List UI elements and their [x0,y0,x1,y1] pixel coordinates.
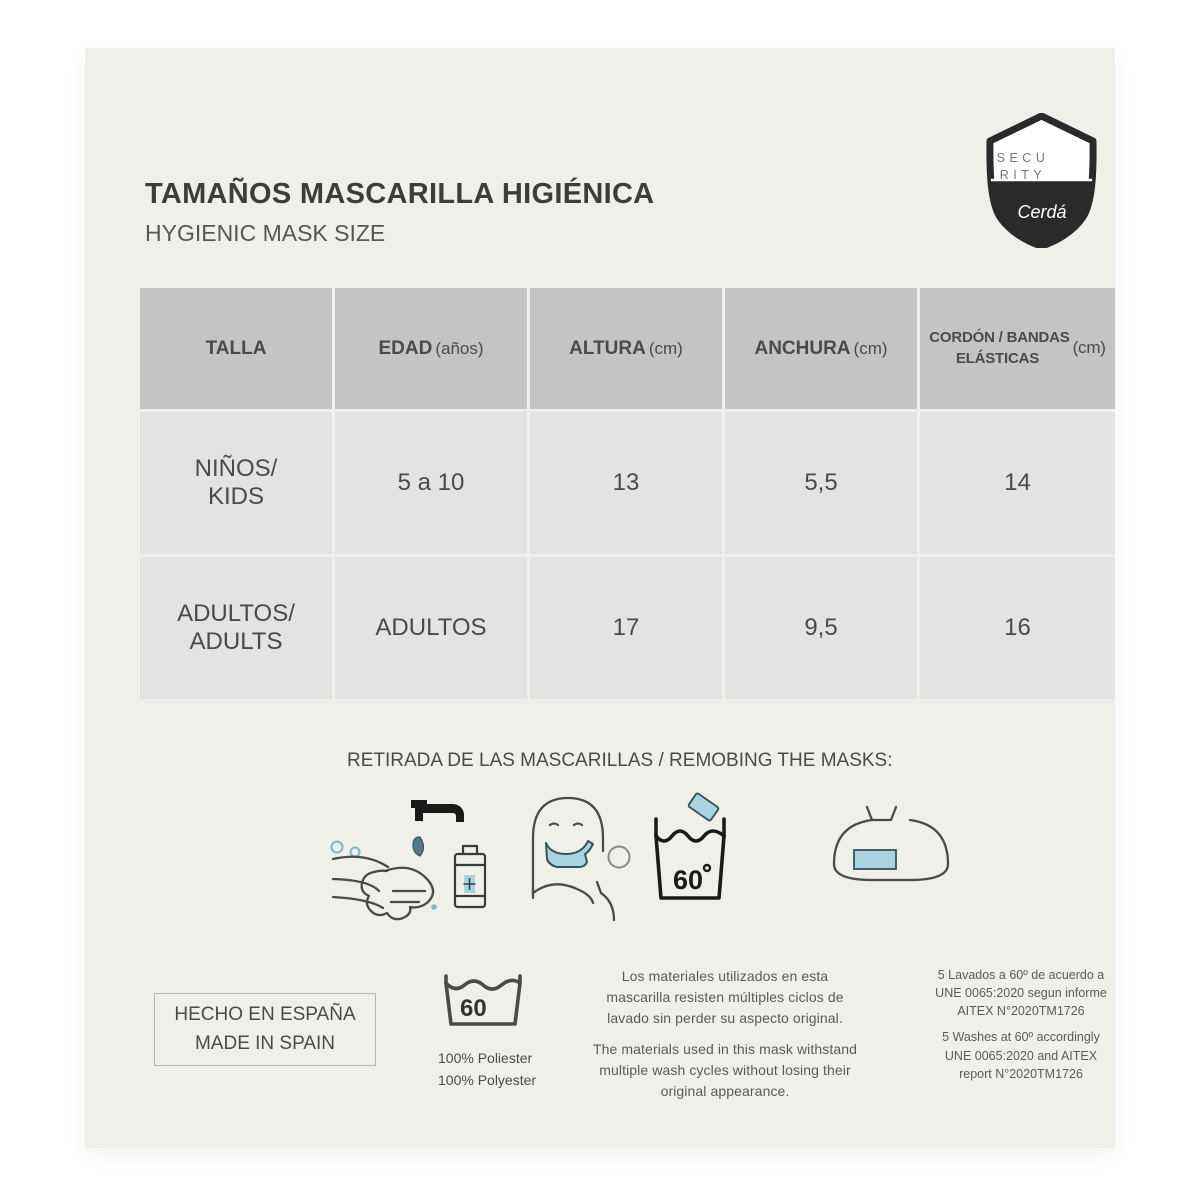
svg-text:60: 60 [460,995,487,1022]
svg-text:SECU: SECU [997,151,1050,165]
svg-text:RITY: RITY [1000,168,1046,182]
svg-text:60: 60 [673,865,703,895]
svg-text:Cerdá: Cerdá [1017,202,1066,222]
